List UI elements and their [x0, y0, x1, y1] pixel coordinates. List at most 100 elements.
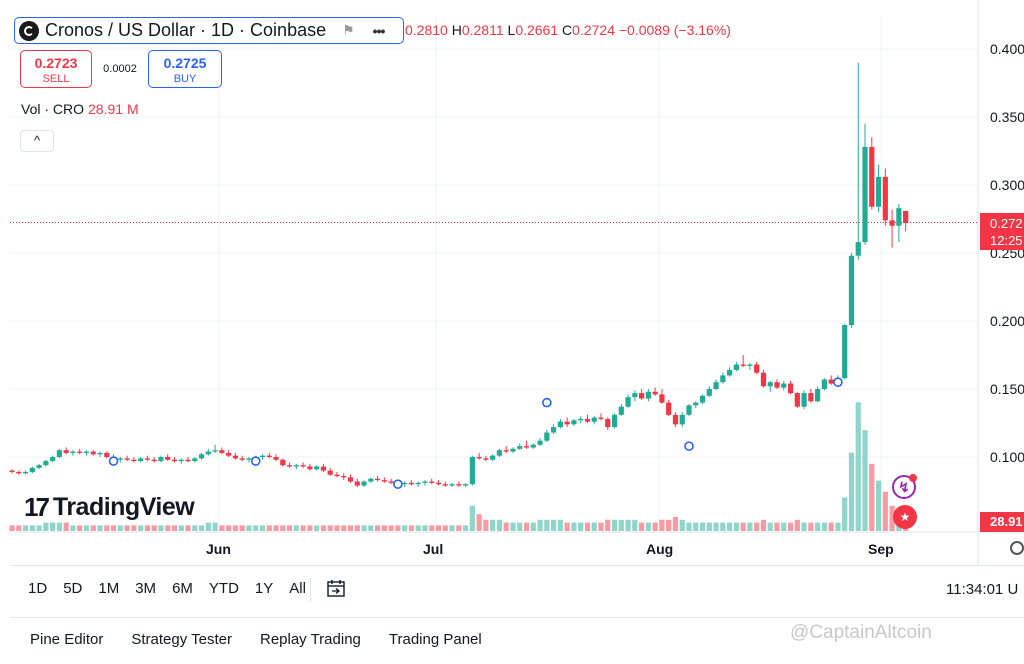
volume-bar	[557, 519, 563, 531]
toolbar-divider	[10, 565, 1024, 566]
candle-body	[374, 478, 381, 481]
collapse-icon[interactable]: ^	[20, 130, 54, 152]
candle-body	[503, 450, 509, 452]
range-3m[interactable]: 3M	[135, 580, 157, 597]
volume-bar	[808, 522, 814, 531]
sell-button[interactable]: 0.2723 SELL	[20, 50, 92, 88]
volume-bar	[551, 519, 557, 531]
range-5d[interactable]: 5D	[63, 580, 83, 597]
candle-body	[842, 325, 848, 379]
lightning-icon[interactable]: ↯	[892, 475, 916, 499]
volume-tag: 28.91	[980, 512, 1024, 532]
candle-body	[280, 459, 286, 466]
volume-bar	[341, 525, 347, 531]
candle-body	[402, 482, 408, 485]
volume-bar	[754, 522, 760, 531]
candle-body	[388, 481, 394, 483]
candle-body	[131, 459, 137, 462]
range-6m[interactable]: 6M	[172, 580, 193, 597]
tradingview-logo[interactable]: 17 TradingView	[24, 492, 195, 523]
volume-bar	[510, 522, 516, 531]
volume-bar	[848, 452, 855, 531]
candle-body	[523, 446, 530, 448]
range-1y[interactable]: 1Y	[254, 580, 274, 597]
volume-bar	[828, 522, 834, 531]
candle-body	[767, 382, 773, 387]
candle-body	[903, 210, 909, 224]
event-marker	[542, 397, 552, 408]
us-flag-icon[interactable]: ★	[893, 505, 917, 529]
candle-body	[530, 444, 536, 448]
volume-bar	[293, 525, 299, 531]
candle-body	[314, 466, 320, 470]
range-selector: 1D 5D 1M 3M 6M YTD 1Y All	[20, 578, 314, 599]
volume-bar	[699, 522, 706, 531]
volume-bar	[774, 522, 780, 531]
volume-bar	[29, 525, 35, 531]
volume-bar	[422, 525, 428, 531]
range-1d[interactable]: 1D	[28, 580, 48, 597]
volume-bar	[273, 525, 279, 531]
candle-body	[158, 457, 164, 462]
candle-body	[300, 465, 306, 467]
volume-bar	[90, 525, 96, 531]
candle-body	[422, 481, 428, 483]
candle-body	[185, 459, 191, 462]
candle-body	[544, 432, 550, 441]
candle-body	[144, 458, 150, 460]
clock[interactable]: 11:34:01 U	[946, 581, 1019, 598]
volume-bar	[611, 519, 618, 531]
symbol-search-box[interactable]: Cronos / US Dollar · 1D · Coinbase ⚑ •••	[14, 17, 404, 44]
candle-body	[50, 457, 56, 462]
volume-bar	[327, 525, 333, 531]
volume-bar	[537, 519, 543, 531]
volume-value: 28.91 M	[88, 101, 139, 117]
candle-body	[77, 451, 83, 453]
volume-bar	[889, 505, 895, 531]
candle-body	[16, 471, 22, 474]
candle-body	[794, 393, 800, 407]
candle-body	[699, 395, 706, 403]
tab-pine-editor[interactable]: Pine Editor	[30, 631, 104, 648]
candle-body	[517, 446, 523, 449]
volume-bar	[456, 525, 462, 531]
volume-bar	[402, 525, 408, 531]
event-marker	[108, 456, 119, 466]
tab-strategy-tester[interactable]: Strategy Tester	[131, 631, 232, 648]
range-1m[interactable]: 1M	[98, 580, 120, 597]
flag-icon[interactable]: ⚑	[342, 22, 355, 38]
volume-bar	[124, 525, 130, 531]
volume-bar	[496, 519, 503, 531]
more-icon[interactable]: •••	[372, 22, 386, 39]
volume-bar	[706, 522, 712, 531]
candle-body	[70, 451, 76, 453]
range-all[interactable]: All	[289, 580, 306, 597]
tab-replay-trading[interactable]: Replay Trading	[259, 631, 361, 648]
high-value: 0.2811	[461, 22, 504, 38]
volume-bar	[442, 525, 448, 531]
event-marker	[833, 377, 843, 388]
symbol-title: Cronos / US Dollar · 1D · Coinbase	[45, 20, 327, 40]
range-ytd[interactable]: YTD	[208, 580, 239, 597]
volume-bar	[645, 522, 651, 531]
event-marker	[684, 441, 694, 451]
volume-bar	[9, 525, 15, 531]
calendar-icon[interactable]	[326, 578, 346, 598]
volume-bar	[618, 519, 624, 531]
candle-body	[9, 470, 15, 472]
bar-countdown: 12:25	[990, 233, 1023, 248]
candle-body	[212, 450, 218, 452]
volume-bar	[144, 525, 150, 531]
candle-body	[347, 477, 354, 482]
settings-icon[interactable]	[1010, 541, 1024, 555]
volume-bar	[862, 430, 868, 531]
tab-trading-panel[interactable]: Trading Panel	[388, 631, 482, 648]
volume-bar	[693, 522, 699, 531]
volume-bar	[104, 525, 110, 531]
candle-body	[781, 383, 787, 388]
buy-button[interactable]: 0.2725 BUY	[148, 50, 222, 88]
candle-body	[659, 394, 665, 403]
candle-body	[727, 369, 733, 376]
y-tick-label: 0.400	[990, 41, 1024, 57]
